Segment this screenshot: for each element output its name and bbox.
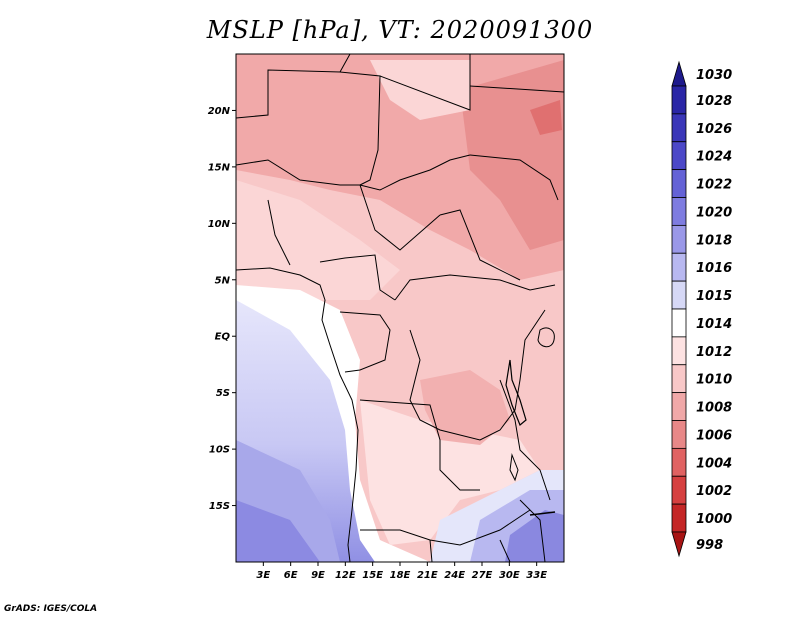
colorbar-label: 1014 — [696, 317, 732, 332]
colorbar-label: 1020 — [696, 205, 732, 220]
colorbar-label: 1004 — [696, 456, 732, 471]
map-title: MSLP [hPa], VT: 2020091300 — [206, 16, 594, 44]
colorbar-segment — [671, 280, 687, 310]
lon-tick-label: 15E — [362, 570, 383, 581]
colorbar-label: 1000 — [696, 512, 732, 527]
colorbar-label: 1028 — [696, 94, 732, 109]
colorbar-label: 1002 — [696, 484, 732, 499]
colorbar-segment — [671, 336, 687, 366]
borders — [236, 54, 564, 562]
colorbar-segment — [671, 531, 687, 558]
pressure-field — [236, 54, 564, 562]
colorbar-label: 1012 — [696, 345, 732, 360]
latitude-ticks: 20N 15N 10N 5N EQ 5S 10S 15S — [208, 106, 236, 512]
colorbar-label: 1008 — [696, 401, 732, 416]
lat-tick-label: 5S — [216, 388, 230, 399]
lat-tick-label: 10N — [208, 219, 231, 230]
lat-tick-label: 20N — [208, 106, 231, 117]
lon-tick-label: 30E — [499, 570, 520, 581]
lon-tick-label: 21E — [417, 570, 438, 581]
colorbar-label: 1030 — [696, 68, 732, 83]
lat-tick-label: 15N — [208, 162, 231, 173]
lon-tick-label: 12E — [335, 570, 356, 581]
lon-tick-label: 6E — [284, 570, 298, 581]
lon-tick-label: 3E — [256, 570, 270, 581]
lat-tick-label: 5N — [215, 275, 231, 286]
colorbar-segment — [671, 141, 687, 171]
colorbar-segment — [671, 197, 687, 226]
colorbar-segment — [671, 364, 687, 394]
colorbar-label: 998 — [696, 538, 723, 553]
colorbar-segment — [671, 169, 687, 198]
colorbar-segment — [671, 447, 687, 477]
colorbar-segment — [671, 224, 687, 254]
colorbar-label: 1006 — [696, 428, 732, 443]
colorbar-segment — [671, 420, 687, 449]
colorbar-segment — [671, 85, 687, 115]
colorbar-label: 1010 — [696, 373, 732, 388]
longitude-ticks: 3E 6E 9E 12E 15E 18E 21E 24E 27E 30E 33E — [256, 562, 547, 581]
colorbar-segment — [671, 503, 687, 533]
colorbar-segment — [671, 392, 687, 421]
colorbar: 1030 1028 1026 1024 1022 1020 1018 1016 1015 1014… — [671, 60, 732, 558]
colorbar-label: 1015 — [696, 289, 732, 304]
colorbar-label: 1024 — [696, 150, 732, 165]
colorbar-label: 1018 — [696, 233, 732, 248]
colorbar-segment — [671, 252, 687, 282]
lon-tick-label: 27E — [472, 570, 493, 581]
credit-label: GrADS: IGES/COLA — [4, 604, 98, 614]
lat-tick-label: EQ — [215, 332, 231, 343]
colorbar-label: 1016 — [696, 261, 732, 276]
colorbar-label: 1022 — [696, 178, 732, 193]
lon-tick-label: 24E — [444, 570, 465, 581]
lon-tick-label: 9E — [311, 570, 325, 581]
colorbar-label: 1026 — [696, 122, 732, 137]
colorbar-segment — [671, 475, 687, 505]
colorbar-segment — [671, 60, 687, 87]
lon-tick-label: 18E — [390, 570, 411, 581]
lat-tick-label: 10S — [209, 445, 230, 456]
colorbar-segment — [671, 308, 687, 338]
colorbar-segment — [671, 113, 687, 143]
lat-tick-label: 15S — [209, 501, 230, 512]
lon-tick-label: 33E — [526, 570, 547, 581]
